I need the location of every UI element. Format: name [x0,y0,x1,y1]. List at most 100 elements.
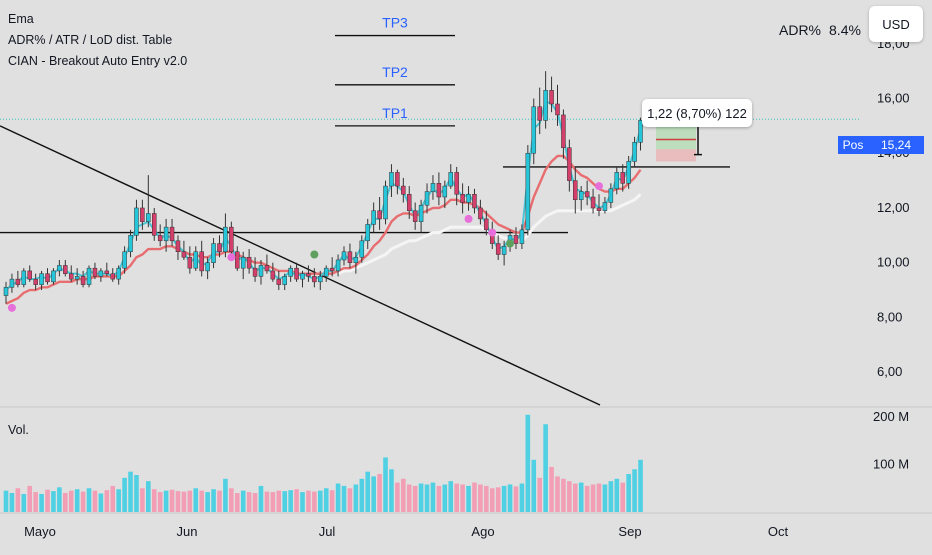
candle [401,177,406,203]
candle [365,218,370,250]
candle-body [389,172,394,187]
y-tick-label: 8,00 [877,309,902,324]
position-price: 15,24 [868,136,924,154]
volume-label[interactable]: Vol. [8,423,29,437]
indicator-adr-table[interactable]: ADR% / ATR / LoD dist. Table [8,33,173,47]
candle-body [513,235,519,244]
candle-body [632,142,637,162]
volume-bar [549,466,554,512]
candle [294,262,299,282]
candle-body [306,273,311,277]
candle [45,268,50,285]
candle-body [193,251,199,269]
indicator-breakout[interactable]: CIAN - Breakout Auto Entry v2.0 [8,54,188,68]
candle [258,259,264,285]
candle [555,84,560,126]
adr-label: ADR% [779,22,822,38]
candle [312,268,317,288]
candle [430,175,436,200]
candle [424,183,430,214]
volume-bar [258,485,264,512]
candle-body [359,240,365,258]
volume-bar [519,483,525,512]
volume-bar [442,484,448,512]
candle-body [525,152,531,231]
volume-bar [39,493,44,512]
candle-body [442,185,448,198]
volume-bar [157,492,163,512]
volume-bar [246,492,252,512]
candle-body [531,106,537,154]
indicator-ema[interactable]: Ema [8,12,34,26]
x-tick-label: Sep [618,524,641,539]
candle [235,246,240,271]
volume-bar [555,476,560,512]
candle [335,254,341,277]
candle-body [258,265,264,277]
candle [353,251,359,274]
candle [68,265,74,282]
candle [246,249,252,274]
candle [146,175,151,228]
volume-bar [472,482,477,512]
volume-bar [282,491,288,512]
candle [270,262,276,282]
signal-marker [595,182,603,191]
candle [57,259,62,277]
candle-body [146,213,151,222]
candle [152,207,157,241]
candle [329,257,335,277]
candle-body [466,194,471,203]
candle [359,235,365,263]
ema-fast-line [5,100,642,291]
candle [199,240,204,277]
candle [211,238,216,269]
volume-bar [401,478,406,512]
y-tick-label: 10,00 [877,255,910,270]
candle-body [430,183,436,192]
candle-body [264,265,270,272]
volume-bar [365,471,371,512]
candle [240,251,246,280]
candle [110,268,115,282]
candle [620,164,625,192]
volume-tick-label: 100 M [873,457,909,472]
candle [596,194,602,217]
candle [223,213,228,258]
candle [122,246,127,274]
candle [495,235,501,260]
candle-body [45,273,50,283]
candle [442,180,448,208]
volume-bar [406,484,412,512]
currency-button[interactable]: USD [869,6,923,42]
candle [590,188,596,214]
adr-value: 8.4% [829,22,861,38]
volume-bar [264,491,270,512]
volume-bar [146,481,151,512]
volume-bar [317,490,323,512]
volume-bar [507,484,513,512]
volume-bar [626,474,631,512]
candle-body [460,194,465,203]
loss-zone [656,149,696,162]
x-tick-label: Jun [177,524,198,539]
volume-bar [537,477,542,512]
signal-marker [7,303,16,312]
volume-bar [572,483,578,512]
candle-body [543,90,548,121]
candle-body [638,120,643,143]
volume-bar [33,492,38,512]
candle [300,270,305,288]
candle [134,199,139,241]
candle-body [187,256,193,269]
volume-bar [454,483,459,512]
volume-bar [140,488,145,512]
x-tick-label: Mayo [24,524,56,539]
position-label[interactable]: Pos [838,136,868,154]
candle [282,273,287,291]
candle [531,98,537,165]
candle-body [614,172,620,190]
candle [217,235,222,258]
